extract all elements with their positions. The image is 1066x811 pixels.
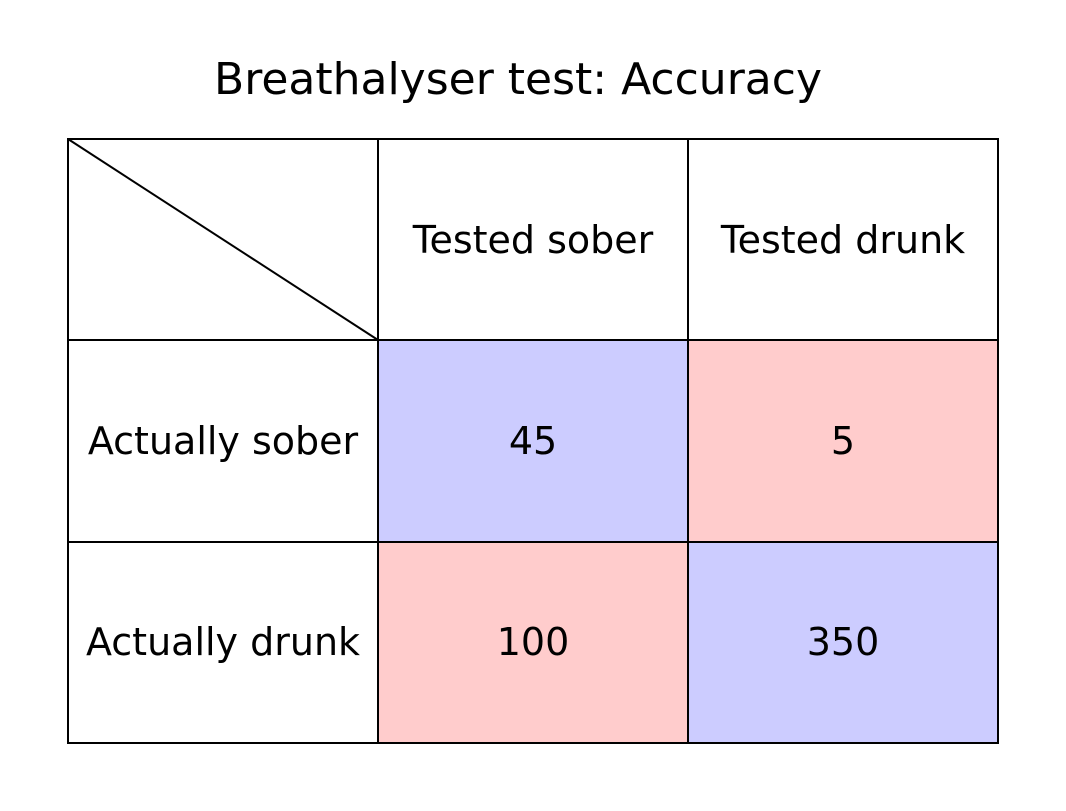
cell-fill-actually-drunk-tested-drunk — [688, 542, 998, 743]
column-headers: Tested sober Tested drunk — [412, 218, 965, 262]
row-header-actually-drunk: Actually drunk — [86, 620, 360, 664]
cell-value-actually-sober-tested-drunk: 5 — [831, 419, 855, 463]
grid-outer-border — [67, 138, 999, 744]
row-header-actually-sober: Actually sober — [88, 419, 359, 463]
cell-fill-actually-drunk-tested-sober — [378, 542, 688, 743]
column-header-tested-drunk: Tested drunk — [720, 218, 965, 262]
matrix-grid — [67, 138, 999, 744]
row-headers: Actually sober Actually drunk — [86, 419, 360, 664]
column-header-tested-sober: Tested sober — [412, 218, 654, 262]
corner-diagonal — [67, 138, 379, 341]
diagram-title: Breathalyser test: Accuracy — [214, 54, 822, 105]
cell-fill-actually-sober-tested-sober — [378, 340, 688, 542]
cell-value-actually-drunk-tested-sober: 100 — [497, 620, 570, 664]
cell-value-actually-drunk-tested-drunk: 350 — [807, 620, 880, 664]
matrix-fills — [378, 340, 998, 743]
cell-values: 45 5 100 350 — [497, 419, 880, 664]
cell-fill-actually-sober-tested-drunk — [688, 340, 998, 542]
cell-value-actually-sober-tested-sober: 45 — [509, 419, 557, 463]
